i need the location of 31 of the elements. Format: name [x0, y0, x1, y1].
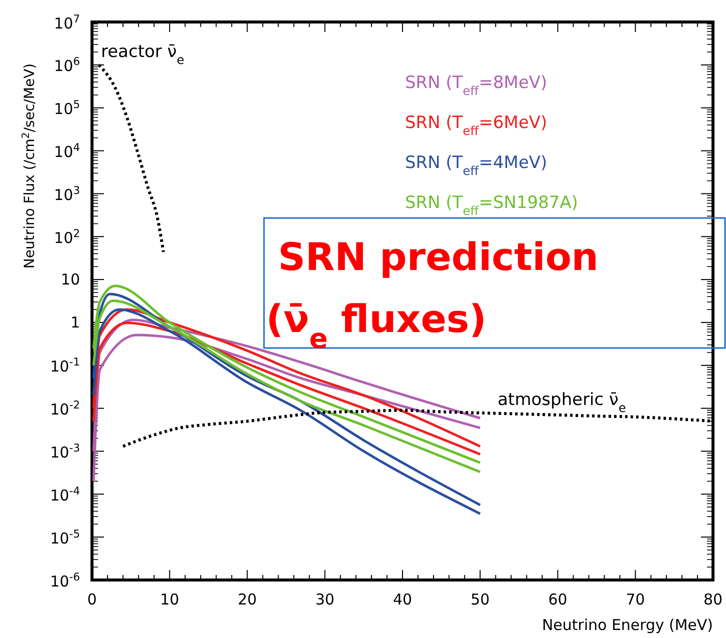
x-tick-label: 70	[626, 590, 645, 609]
text: SRN (T$_{eff}$=SN1987A)	[405, 193, 578, 218]
x-tick-label: 40	[392, 590, 412, 609]
y-tick-label: 10$^{-3}$	[50, 440, 80, 462]
annotation: atmospheric ν̄$_{e}$	[498, 390, 626, 415]
annotation: SRN prediction (ν̄$_{e}$ fluxes)	[266, 235, 598, 354]
y-tick-label: 10$^{-5}$	[50, 526, 80, 548]
y-tick-label: 10$^{-1}$	[50, 355, 80, 376]
y-tick-label: 1	[70, 313, 80, 332]
y-tick-label: 10$^{-6}$	[50, 570, 80, 590]
y-tick-label: 10$^{-4}$	[50, 484, 80, 504]
y-tick-label: 10$^{3}$	[54, 183, 80, 204]
y-tick-label: 10$^{-2}$	[50, 398, 80, 419]
text: SRN (T$_{eff}$=4MeV)	[405, 153, 548, 178]
text: SRN (T$_{eff}$=8MeV)	[405, 73, 548, 98]
text: SRN (T$_{eff}$=6MeV)	[405, 113, 548, 138]
annotation: reactor ν̄$_{e}$	[100, 42, 184, 67]
y-tick-label: 10$^{5}$	[54, 98, 80, 118]
x-axis-title: Neutrino Energy (MeV)	[542, 616, 713, 634]
y-tick-label: 10$^{2}$	[54, 226, 80, 247]
x-tick-label: 10	[160, 590, 180, 609]
x-tick-label: 50	[470, 590, 490, 609]
y-tick-label: 10$^{7}$	[54, 12, 80, 32]
y-tick-label: 10	[60, 270, 80, 289]
x-tick-label: 80	[703, 590, 723, 609]
x-tick-label: 30	[315, 590, 334, 609]
y-tick-label: 10$^{4}$	[54, 140, 80, 162]
y-tick-label: 10$^{6}$	[54, 54, 80, 76]
x-tick-label: 60	[548, 590, 568, 609]
x-tick-label: 0	[87, 590, 97, 609]
x-tick-label: 20	[238, 590, 257, 609]
